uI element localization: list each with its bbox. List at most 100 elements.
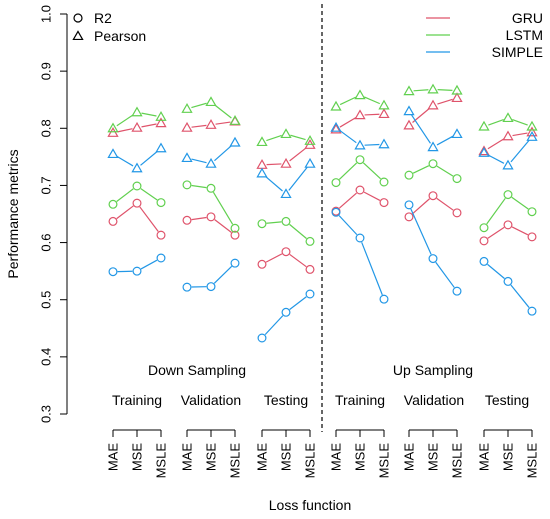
series-gru-r2-line: [512, 227, 528, 235]
series-simple-r2-point: [405, 201, 413, 209]
series-simple-r2-point: [207, 283, 215, 291]
series-gru-pearson-point: [281, 159, 290, 167]
series-lstm-r2-point: [183, 181, 191, 189]
category-label-mae: MAE: [255, 443, 270, 472]
category-label-msle: MSLE: [377, 443, 392, 479]
y-tick-label: 0.6: [39, 234, 54, 252]
series-gru-r2-point: [453, 209, 461, 217]
series-simple-pearson-point: [355, 141, 364, 149]
series-gru-pearson-line: [290, 148, 307, 161]
category-label-mse: MSE: [204, 443, 219, 472]
series-simple-pearson-point: [428, 143, 437, 151]
series-gru-r2-point: [504, 221, 512, 229]
series-simple-r2-point: [109, 268, 117, 276]
series-gru-r2-point: [405, 213, 413, 221]
series-simple-r2-line: [511, 285, 529, 308]
series-lstm-r2-line: [363, 163, 380, 179]
series-lstm-r2-point: [356, 156, 364, 164]
series-simple-r2-line: [265, 316, 283, 335]
series-gru-r2-line: [215, 220, 232, 233]
series-simple-r2-point: [380, 295, 388, 303]
series-lstm-pearson-line: [488, 120, 503, 125]
series-lstm-pearson-point: [132, 108, 141, 116]
series-simple-r2-line: [290, 297, 307, 310]
series-lstm-r2-point: [380, 178, 388, 186]
series-gru-r2-line: [364, 192, 380, 200]
legend-simple-label: SIMPLE: [492, 44, 543, 60]
series-gru-r2-line: [117, 206, 134, 219]
series-lstm-r2-point: [405, 171, 413, 179]
category-label-mae: MAE: [180, 443, 195, 472]
series-gru-pearson-line: [117, 129, 132, 132]
series-lstm-pearson-line: [191, 103, 206, 107]
series-lstm-r2-point: [133, 182, 141, 190]
series-simple-pearson-line: [289, 167, 307, 190]
series-gru-r2-line: [339, 193, 356, 208]
series-lstm-r2-point: [282, 218, 290, 226]
split-label-up-testing: Testing: [485, 392, 529, 408]
category-label-mse: MSE: [353, 443, 368, 472]
series-gru-pearson-point: [379, 109, 388, 117]
series-simple-pearson-point: [156, 144, 165, 152]
series-lstm-r2-line: [487, 198, 506, 224]
series-gru-r2-point: [282, 248, 290, 256]
split-labels: Training Validation Testing Training Val…: [112, 392, 529, 408]
series-lstm-pearson-point: [379, 101, 388, 109]
legend-lstm-label: LSTM: [506, 27, 543, 43]
series-lstm-pearson-point: [206, 97, 215, 105]
series-gru-r2-point: [207, 213, 215, 221]
series-simple-pearson-point: [404, 107, 413, 115]
series-gru-r2-point: [157, 231, 165, 239]
series-gru-r2-point: [380, 199, 388, 207]
category-label-mse: MSE: [426, 443, 441, 472]
y-ticks: 0.30.40.50.60.70.80.91.0: [39, 5, 68, 423]
series-gru-r2-point: [109, 218, 117, 226]
series-gru-r2-point: [183, 216, 191, 224]
series-simple-r2-point: [231, 259, 239, 267]
series-lstm-r2-line: [267, 222, 282, 223]
series-gru-r2-line: [437, 198, 454, 210]
series-lstm-pearson-line: [414, 90, 429, 91]
series-lstm-r2-line: [290, 224, 307, 238]
legend-pearson-label: Pearson: [94, 28, 146, 44]
category-label-mae: MAE: [477, 443, 492, 472]
series-lstm-pearson-point: [503, 113, 512, 121]
series-gru-r2-line: [140, 207, 158, 232]
category-label-msle: MSLE: [303, 443, 318, 479]
y-tick-label: 0.3: [39, 405, 54, 423]
series-lstm-pearson-point: [404, 87, 413, 95]
series-lstm-pearson-line: [290, 135, 305, 139]
group-down-sampling-training: [108, 108, 165, 276]
series-simple-r2-line: [488, 264, 505, 278]
y-tick-label: 0.4: [39, 348, 54, 366]
category-label-mae: MAE: [402, 443, 417, 472]
series-gru-r2-point: [258, 260, 266, 268]
series-gru-pearson-point: [206, 120, 215, 128]
series-gru-r2-point: [133, 199, 141, 207]
series-gru-pearson-line: [488, 139, 504, 149]
series-simple-pearson-line: [340, 130, 357, 142]
series-lstm-r2-line: [339, 163, 356, 180]
y-tick-label: 0.8: [39, 119, 54, 137]
sampling-label-up: Up Sampling: [393, 362, 473, 378]
series-simple-r2-line: [339, 216, 357, 235]
series-simple-pearson-point: [379, 140, 388, 148]
group-down-sampling-testing: [257, 129, 314, 342]
series-lstm-pearson-point: [230, 116, 239, 124]
series-lstm-r2-point: [332, 179, 340, 187]
series-gru-pearson-point: [503, 132, 512, 140]
series-lstm-pearson-point: [281, 129, 290, 137]
series-lstm-pearson-line: [438, 90, 453, 91]
series-lstm-r2-line: [437, 166, 453, 176]
series-simple-r2-line: [141, 260, 157, 269]
series-simple-pearson-line: [214, 146, 231, 161]
